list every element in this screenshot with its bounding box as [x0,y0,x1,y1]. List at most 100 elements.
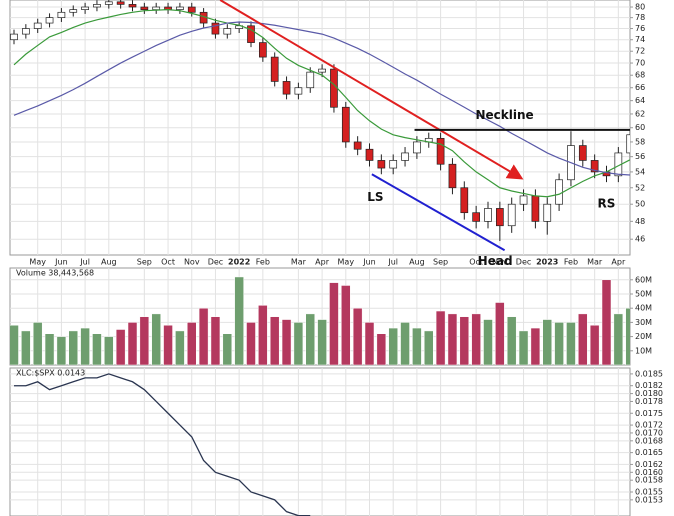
candle-body [413,141,421,154]
y-tick-label: 50 [635,200,645,209]
candle-body [330,68,338,108]
volume-bar [578,313,588,365]
ratio-plot [10,368,630,516]
volume-bar [341,285,351,365]
volume-bar [21,330,31,365]
volume-bar [175,330,185,365]
candle-body [223,28,232,35]
y-tick-label: 0.0168 [635,436,663,445]
candle-body [353,141,362,150]
volume-bar [139,316,150,365]
volume-bar [163,324,173,365]
candle-body [22,28,30,35]
y-tick-label: 76 [635,24,645,33]
y-tick-label: 48 [635,217,645,226]
labels: May Jun Jul Aug Sep Oct Nov Dec 2022 Feb Mar Apr May… [16,3,663,505]
candle-body [93,4,101,8]
annotation: Neckline [475,108,533,122]
volume-bar [447,313,458,365]
x-tick-label: Mar [291,258,307,267]
candle-body [555,179,563,205]
volume-bar [305,313,315,365]
y-tick-label: 50M [635,289,652,298]
candle-body [472,212,480,222]
y-tick-label: 60M [635,275,652,284]
candle-body [365,148,374,161]
candle-body [45,17,54,24]
y-tick-label: 70 [635,59,645,68]
y-tick-label: 60 [635,123,645,132]
y-tick-label: 78 [635,13,645,22]
x-tick-label: Jul [387,258,398,267]
volume-bar [187,322,197,365]
candle-body [626,134,630,154]
volume-bar [246,322,256,365]
volume-bar [10,324,19,365]
candle-body [259,42,267,58]
candle-body [448,163,457,189]
volume-bar [317,319,327,365]
volume-bar [483,319,493,365]
y-tick-label: 0.0160 [635,468,663,477]
annotation: LS [367,190,383,204]
volume-bar [376,333,387,365]
candle-body [69,9,78,13]
volume-bar [352,307,363,365]
volume-bar [400,322,410,365]
volume-bar [293,322,304,365]
y-tick-label: 0.0153 [635,495,663,504]
volume-bar [104,336,114,365]
ratio-line [14,373,311,516]
candle-body [187,6,196,13]
y-tick-label: 0.0178 [635,397,663,406]
candle-body [81,6,89,11]
x-tick-label: Feb [256,258,270,267]
candle-body [401,152,409,161]
volume-bar [32,322,43,365]
volume-bar [412,327,422,365]
volume-bar [258,305,268,365]
volume-bar [80,327,90,365]
volume-bar [222,333,233,365]
candle-body [318,68,326,73]
panel-title: Volume 38,443,568 [16,269,94,278]
x-tick-label: 2022 [228,258,250,267]
candle-body [436,137,445,165]
candle-body [116,1,125,5]
candle-body [519,195,528,205]
x-tick-label: Sep [137,258,152,267]
volume-bar [471,313,481,365]
y-tick-label: 0.0180 [635,389,663,398]
y-tick-label: 30M [635,318,652,327]
volume-bar [459,316,470,365]
candle-body [484,208,492,222]
volume-bar [589,324,600,365]
trend-line [371,173,506,252]
candle-body [211,22,220,35]
x-tick-label: Feb [564,258,578,267]
y-tick-label: 10M [635,346,652,355]
x-tick-label: Oct [469,258,483,267]
x-tick-label: Apr [611,258,626,267]
y-tick-label: 0.0162 [635,460,663,469]
y-tick-label: 46 [635,235,645,244]
volume-bar [56,336,67,365]
candle-body [128,4,137,8]
candle-body [389,160,398,169]
candle-body [140,6,149,11]
x-tick-label: Jul [79,258,90,267]
volume-bar [269,316,280,365]
y-tick-label: 64 [635,96,645,105]
candle-body [590,160,599,173]
y-tick-label: 74 [635,35,645,44]
candle-body [507,203,516,227]
volume-plot [10,268,630,365]
y-tick-label: 0.0158 [635,476,663,485]
moving-average [13,21,630,176]
moving-average [13,9,630,198]
volume-bar [329,282,339,365]
volume-bar [234,276,244,365]
candle-body [104,1,113,5]
x-tick-label: Jun [54,258,68,267]
panel-title: XLC:$SPX 0.0143 [16,369,85,378]
